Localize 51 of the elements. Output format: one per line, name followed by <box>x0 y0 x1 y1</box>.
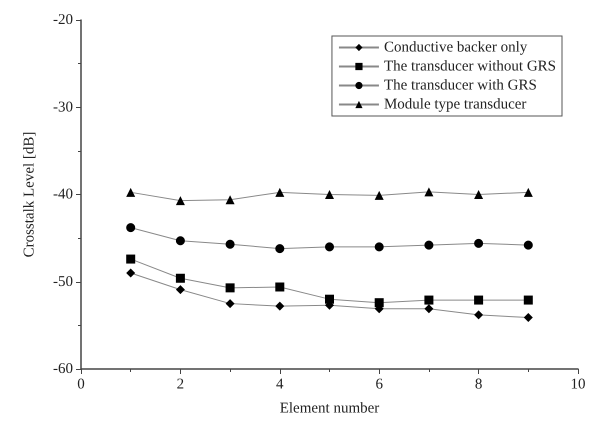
point <box>424 296 434 305</box>
x-tick-label: 10 <box>570 376 586 392</box>
point <box>374 242 384 252</box>
point <box>374 190 384 200</box>
legend-label: The transducer without GRS <box>384 58 556 74</box>
point <box>325 190 334 199</box>
point <box>176 196 185 206</box>
point <box>474 190 484 199</box>
point <box>524 240 533 250</box>
point <box>226 299 235 308</box>
x-axis-title: Element number <box>280 400 380 416</box>
point <box>474 296 484 305</box>
point <box>424 240 434 250</box>
point <box>176 285 185 294</box>
point <box>176 274 185 283</box>
x-tick-label: 0 <box>77 376 85 392</box>
point <box>226 240 235 249</box>
x-tick-label: 2 <box>176 376 184 392</box>
point <box>524 188 533 197</box>
point <box>226 195 235 204</box>
point <box>126 254 136 264</box>
point <box>474 238 484 248</box>
point <box>524 296 533 305</box>
point <box>325 294 334 304</box>
point <box>424 187 434 196</box>
point <box>474 310 484 320</box>
point <box>176 236 185 246</box>
x-tick-label: 8 <box>474 376 482 392</box>
point <box>524 313 533 322</box>
x-tick-label: 4 <box>276 376 284 392</box>
legend-label: Module type transducer <box>384 96 526 112</box>
point <box>424 304 434 314</box>
y-tick-label: -40 <box>53 186 73 202</box>
y-tick-label: -60 <box>53 361 73 377</box>
point <box>275 282 284 292</box>
x-tick-label: 6 <box>375 376 384 392</box>
point <box>126 268 136 278</box>
point <box>126 223 136 232</box>
y-tick-label: -20 <box>53 12 73 28</box>
point <box>126 188 136 197</box>
point <box>325 242 334 252</box>
point <box>275 244 284 254</box>
y-axis-title: Crosstalk Level [dB] <box>22 132 38 258</box>
point <box>374 298 384 308</box>
legend-label: The transducer with GRS <box>384 78 537 94</box>
point <box>275 302 284 311</box>
legend-label: Conductive backer only <box>384 40 528 56</box>
y-tick-label: -50 <box>53 274 73 290</box>
y-tick-label: -30 <box>53 99 73 116</box>
point <box>275 188 284 197</box>
point <box>226 283 235 292</box>
